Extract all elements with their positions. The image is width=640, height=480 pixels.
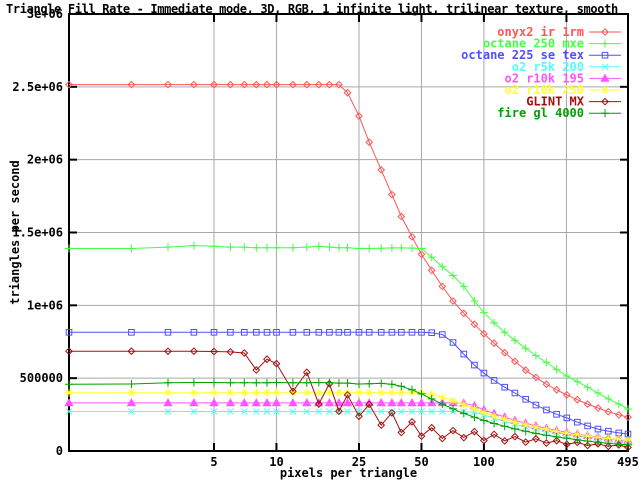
y-tick-label: 2.5e+06 bbox=[12, 80, 63, 94]
legend-item: o2 r10k 250 bbox=[505, 83, 621, 97]
legend-item: o2 r5k 200 bbox=[512, 60, 621, 74]
series-markers-glint-mx bbox=[65, 347, 632, 452]
legend-item: fire gl 4000 bbox=[497, 106, 621, 120]
legend-item: onyx2 ir 1rm bbox=[497, 25, 621, 39]
series-markers-fire-gl-4000 bbox=[65, 378, 632, 449]
legend-marker bbox=[601, 39, 609, 48]
legend-marker bbox=[601, 51, 609, 59]
series-line-octane-225-se-tex bbox=[69, 331, 629, 435]
y-tick-label: 3e+06 bbox=[27, 7, 63, 21]
legend-marker bbox=[601, 63, 609, 71]
legend-label: o2 r5k 200 bbox=[512, 60, 584, 74]
legend-label: o2 r10k 195 bbox=[505, 71, 584, 85]
legend-label: octane 225 se tex bbox=[461, 48, 584, 62]
x-tick-label: 5 bbox=[210, 455, 217, 469]
y-tick-label: 0 bbox=[56, 444, 63, 458]
legend-item: o2 r10k 195 bbox=[505, 71, 621, 85]
x-tick-label: 50 bbox=[414, 455, 428, 469]
series-markers-octane-250-mxe bbox=[65, 241, 632, 413]
x-tick-label: 10 bbox=[269, 455, 283, 469]
legend-item: octane 250 mxe bbox=[483, 37, 621, 51]
x-tick-label: 495 bbox=[617, 455, 639, 469]
legend-marker bbox=[600, 73, 610, 82]
legend-marker bbox=[601, 28, 609, 36]
series-line-octane-250-mxe bbox=[69, 245, 629, 410]
x-tick-label: 100 bbox=[473, 455, 495, 469]
series-markers-octane-225-se-tex bbox=[65, 329, 632, 438]
x-axis-label: pixels per triangle bbox=[279, 466, 418, 480]
series-markers-onyx2-ir-1rm bbox=[65, 80, 632, 422]
x-tick-label: 25 bbox=[352, 455, 366, 469]
legend-marker bbox=[601, 97, 609, 106]
y-axis-label: triangles per second bbox=[8, 160, 22, 305]
series-line-o2-r5k-200 bbox=[69, 411, 629, 442]
legend-label: fire gl 4000 bbox=[497, 106, 584, 120]
legend-label: octane 250 mxe bbox=[483, 37, 584, 51]
y-tick-label: 1.5e+06 bbox=[12, 226, 63, 240]
plot-border bbox=[68, 13, 629, 452]
legend-label: GLINT MX bbox=[526, 95, 585, 109]
legend-item: GLINT MX bbox=[526, 95, 621, 109]
legend-marker bbox=[601, 109, 609, 118]
legend-marker bbox=[601, 86, 609, 94]
series-markers-o2-r10k-250 bbox=[65, 388, 632, 445]
series-line-onyx2-ir-1rm bbox=[69, 84, 629, 418]
legend-item: octane 225 se tex bbox=[461, 48, 621, 62]
y-tick-label: 2e+06 bbox=[27, 153, 63, 167]
y-tick-label: 1e+06 bbox=[27, 298, 63, 312]
y-tick-label: 500000 bbox=[20, 371, 63, 385]
chart-title: Triangle Fill Rate - Immediate mode, 3D,… bbox=[6, 2, 618, 16]
legend-label: onyx2 ir 1rm bbox=[497, 25, 584, 39]
legend-label: o2 r10k 250 bbox=[505, 83, 584, 97]
x-tick-label: 250 bbox=[556, 455, 578, 469]
